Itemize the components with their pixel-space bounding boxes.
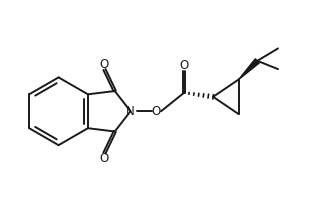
Text: O: O: [151, 105, 161, 118]
Polygon shape: [239, 59, 259, 80]
Text: O: O: [100, 58, 109, 71]
Text: O: O: [100, 152, 109, 165]
Text: N: N: [126, 105, 135, 118]
Text: O: O: [180, 59, 189, 72]
